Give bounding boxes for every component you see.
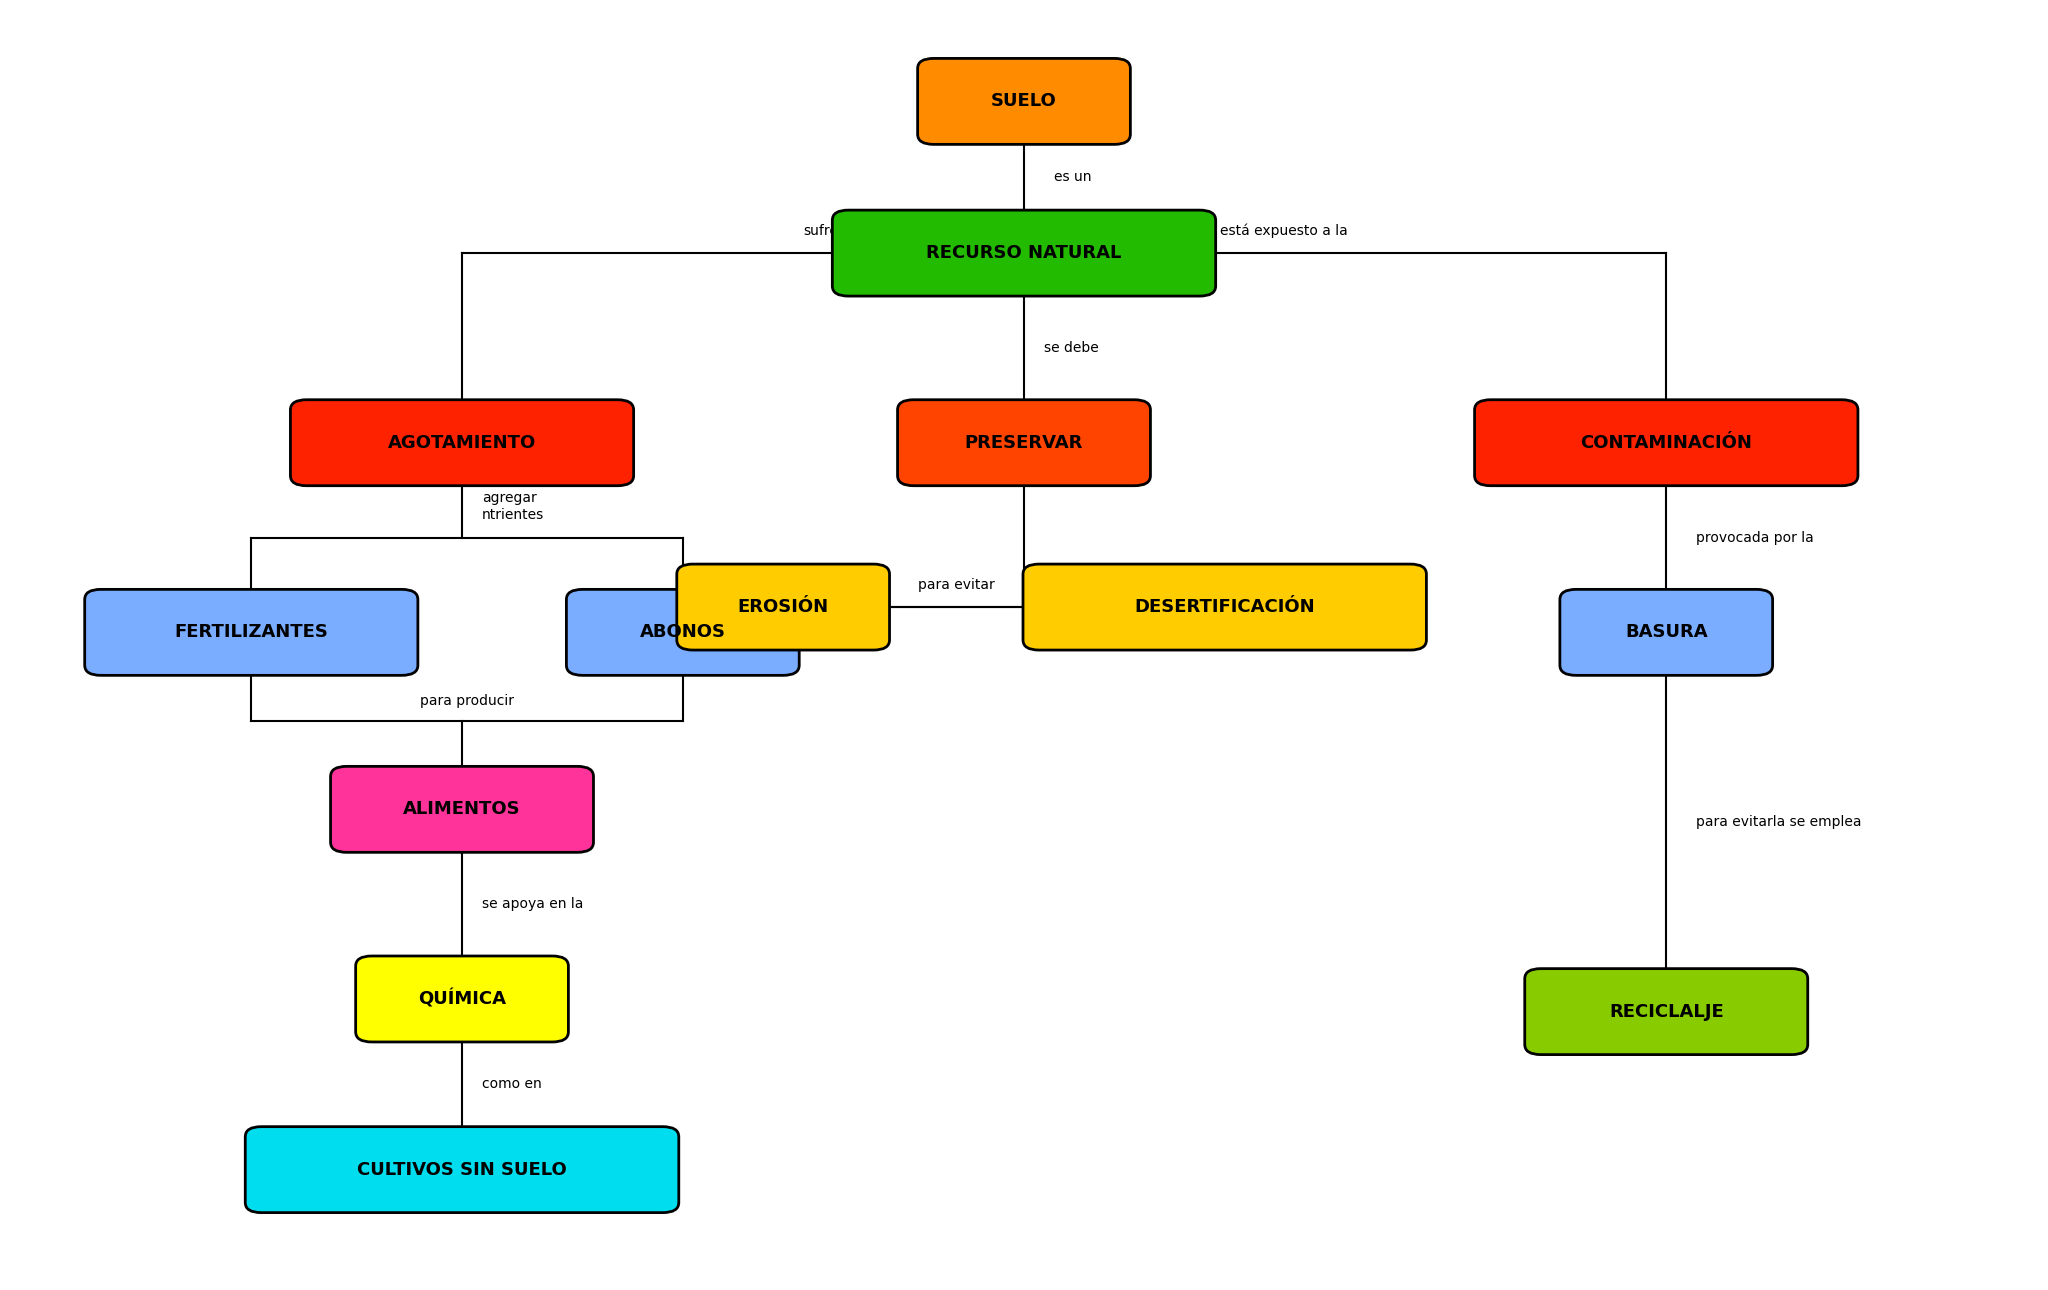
Text: EROSIÓN: EROSIÓN <box>737 599 829 617</box>
Text: sufre: sufre <box>803 224 838 237</box>
Text: provocada por la: provocada por la <box>1696 530 1815 544</box>
FancyBboxPatch shape <box>291 400 633 486</box>
Text: RECURSO NATURAL: RECURSO NATURAL <box>926 244 1122 262</box>
Text: se apoya en la: se apoya en la <box>481 897 584 911</box>
Text: agregar
ntrientes: agregar ntrientes <box>481 491 545 521</box>
FancyBboxPatch shape <box>246 1126 678 1213</box>
FancyBboxPatch shape <box>84 590 418 676</box>
Text: se debe: se debe <box>1044 341 1100 355</box>
Text: para evitarla se emplea: para evitarla se emplea <box>1696 815 1862 829</box>
Text: CULTIVOS SIN SUELO: CULTIVOS SIN SUELO <box>356 1161 567 1179</box>
Text: es un: es un <box>1055 170 1092 184</box>
Text: PRESERVAR: PRESERVAR <box>965 433 1083 452</box>
Text: para producir: para producir <box>420 694 514 708</box>
Text: BASURA: BASURA <box>1624 623 1708 641</box>
Text: RECICLALJE: RECICLALJE <box>1610 1002 1724 1020</box>
FancyBboxPatch shape <box>1475 400 1858 486</box>
FancyBboxPatch shape <box>567 590 799 676</box>
FancyBboxPatch shape <box>356 956 569 1042</box>
Text: FERTILIZANTES: FERTILIZANTES <box>174 623 328 641</box>
FancyBboxPatch shape <box>897 400 1151 486</box>
Text: como en: como en <box>481 1077 543 1091</box>
FancyBboxPatch shape <box>918 58 1130 144</box>
Text: DESERTIFICACIÓN: DESERTIFICACIÓN <box>1135 599 1315 617</box>
Text: SUELO: SUELO <box>991 93 1057 111</box>
FancyBboxPatch shape <box>330 766 594 853</box>
Text: ALIMENTOS: ALIMENTOS <box>403 800 520 818</box>
FancyBboxPatch shape <box>831 210 1217 297</box>
Text: está expuesto a la: está expuesto a la <box>1221 223 1348 237</box>
FancyBboxPatch shape <box>1024 564 1425 650</box>
FancyBboxPatch shape <box>1526 969 1808 1055</box>
Text: CONTAMINACIÓN: CONTAMINACIÓN <box>1581 433 1753 452</box>
FancyBboxPatch shape <box>676 564 889 650</box>
Text: para evitar: para evitar <box>918 578 995 592</box>
Text: QUÍMICA: QUÍMICA <box>418 989 506 1009</box>
Text: ABONOS: ABONOS <box>639 623 725 641</box>
FancyBboxPatch shape <box>1561 590 1774 676</box>
Text: AGOTAMIENTO: AGOTAMIENTO <box>387 433 537 452</box>
